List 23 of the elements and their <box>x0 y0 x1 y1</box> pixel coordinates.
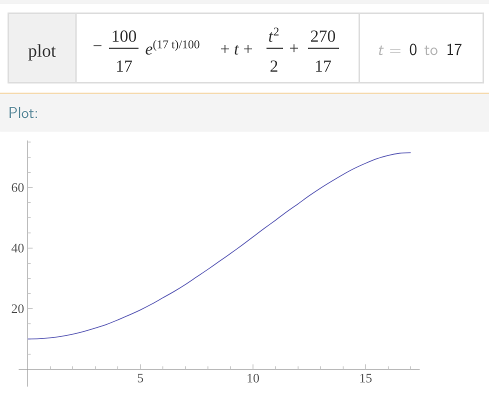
text: 17 <box>117 60 132 72</box>
text: t$^{2}$ <box>269 28 279 42</box>
text: plot <box>28 44 56 61</box>
text: to <box>424 46 438 56</box>
text: 17 <box>448 44 462 56</box>
y-tick-label: 40 <box>11 244 24 252</box>
y-tick-label: 60 <box>12 183 24 192</box>
text: − <box>94 45 102 46</box>
text: 0 <box>410 44 416 56</box>
text: 270 <box>311 30 336 42</box>
x-tick-label: 15 <box>360 374 372 382</box>
x-tick-label: 10 <box>248 374 259 383</box>
text: e$^{(17 t)/100}$ <box>146 40 200 55</box>
y-tick-label: 20 <box>12 304 24 314</box>
text: 2 <box>270 60 278 72</box>
text: 100 <box>112 30 136 42</box>
text: + t + <box>221 44 252 55</box>
text: t = <box>378 46 401 56</box>
line-series <box>27 152 412 340</box>
x-tick-label: 5 <box>138 374 144 382</box>
text: 17 <box>316 60 331 72</box>
chart-title: Plot: <box>10 106 37 118</box>
text: + <box>290 44 298 52</box>
